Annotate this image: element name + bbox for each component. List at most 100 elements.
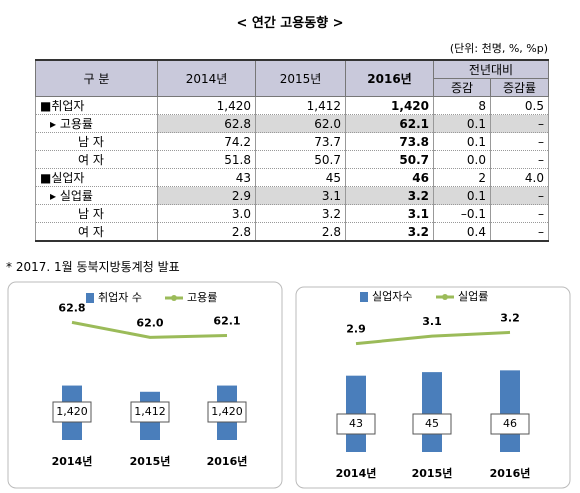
data-label: 62.1: [213, 314, 240, 327]
table-row: 남 자 74.2 73.7 73.8 0.1–: [35, 132, 550, 151]
bar: [500, 370, 520, 452]
table-cell: 3.2: [345, 222, 434, 242]
table-cell: 4.0: [489, 168, 550, 187]
table-cell: 50.7: [255, 150, 346, 169]
x-tick-label: 2015년: [412, 466, 453, 480]
table-cell: 1,412: [255, 96, 346, 115]
row-label: 남 자: [35, 204, 158, 223]
table-cell: 0.4: [433, 222, 491, 242]
data-label: 1,420: [56, 405, 88, 418]
table-row: ▸ 실업률 2.9 3.1 3.2 0.1–: [35, 186, 550, 205]
table-cell: 46: [345, 168, 434, 187]
legend-label: 실업자수: [372, 290, 412, 303]
table-cell: 3.1: [255, 186, 346, 205]
legend-swatch: [86, 293, 94, 303]
table-cell: 62.0: [255, 114, 346, 133]
line: [71, 320, 228, 339]
data-label: 1,412: [134, 405, 166, 418]
header-cell: 2015년: [255, 59, 346, 97]
x-tick-label: 2014년: [336, 466, 377, 480]
table-cell: 43: [157, 168, 256, 187]
table-cell: 74.2: [157, 132, 256, 151]
legend-swatch: [442, 294, 448, 300]
data-label-box: [207, 401, 247, 423]
row-label: ▸ 고용률: [35, 114, 158, 133]
data-label-box: [52, 401, 92, 423]
table-cell: –: [489, 186, 550, 205]
row-label: 여 자: [35, 150, 158, 169]
data-label-box: [412, 413, 452, 435]
table-cell: 1,420: [345, 96, 434, 115]
header-cell: 2016년: [345, 59, 434, 97]
data-label-box: [336, 413, 376, 435]
note: * 2017. 1월 동북지방통계청 발표: [6, 260, 180, 274]
table-row: 여 자 51.8 50.7 50.7 0.0–: [35, 150, 550, 169]
table-cell: 0.5: [489, 96, 550, 115]
table-cell: 51.8: [157, 150, 256, 169]
table-row: ■취업자 1,420 1,412 1,420 8 0.5: [35, 96, 550, 115]
table-cell: 73.8: [345, 132, 434, 151]
x-tick-label: 2016년: [490, 466, 531, 480]
table-cell: –: [489, 204, 550, 223]
table-row: ■실업자 43 45 46 2 4.0: [35, 168, 550, 187]
table-cell: 0.1: [433, 114, 491, 133]
data-label: 62.8: [58, 301, 85, 314]
table-row: ▸ 고용률 62.8 62.0 62.1 0.1–: [35, 114, 550, 133]
data-label: 2.9: [346, 323, 366, 336]
table-cell: 1,420: [157, 96, 256, 115]
legend-label: 취업자 수: [98, 291, 142, 304]
table-cell: –0.1: [433, 204, 491, 223]
x-tick-label: 2016년: [207, 454, 248, 468]
row-label: ■실업자: [35, 168, 158, 187]
data-label: 45: [425, 417, 439, 430]
row-label: 남 자: [35, 132, 158, 151]
header-row: 증감 증감률: [36, 78, 550, 97]
table-cell: –: [489, 222, 550, 242]
table-cell: 2.8: [157, 222, 256, 242]
table-cell: 2.9: [157, 186, 256, 205]
title: < 연간 고용동향 >: [236, 16, 344, 31]
table-cell: –: [489, 132, 550, 151]
row-label: ■취업자: [35, 96, 158, 115]
legend-swatch: [360, 292, 368, 302]
x-tick-label: 2014년: [52, 454, 93, 468]
unit: (단위: 천명, %, %p): [449, 42, 548, 55]
table-cell: 2.8: [255, 222, 346, 242]
table-cell: 62.8: [157, 114, 256, 133]
legend-label: 고용률: [187, 291, 217, 304]
table-cell: –: [489, 150, 550, 169]
data-label: 43: [349, 417, 363, 430]
table-cell: 45: [255, 168, 346, 187]
table-cell: 0.1: [433, 132, 491, 151]
legend-label: 실업률: [458, 290, 488, 303]
line: [355, 330, 511, 346]
data-label: 1,420: [211, 405, 243, 418]
header-cell: 2014년: [157, 59, 256, 97]
table-cell: –: [489, 114, 550, 133]
header-row: 구 분 2014년 2015년 2016년 전년대비: [35, 59, 550, 97]
table-cell: 3.2: [345, 186, 434, 205]
header-cell: 구 분: [35, 59, 158, 97]
table-cell: 3.1: [345, 204, 434, 223]
bar: [422, 372, 442, 452]
table-cell: 62.1: [345, 114, 434, 133]
table-cell: 0.0: [433, 150, 491, 169]
data-label-box: [130, 401, 170, 423]
data-label: 62.0: [136, 316, 163, 329]
table-row: 남 자 3.0 3.2 3.1 –0.1–: [35, 204, 550, 223]
legend-swatch: [171, 295, 177, 301]
row-label: 여 자: [35, 222, 158, 242]
table: 구 분 2014년 2015년 2016년 전년대비 증감 증감률 ■취업자 1,420 1,41…: [35, 59, 550, 242]
x-tick-label: 2015년: [130, 454, 171, 468]
table-cell: 73.7: [255, 132, 346, 151]
header-cell: 증감: [433, 78, 491, 97]
data-label: 46: [503, 417, 517, 430]
header-cell: 증감률: [489, 78, 550, 97]
data-label: 3.2: [500, 311, 520, 324]
header-cell: 전년대비: [432, 59, 550, 79]
data-label: 3.1: [422, 315, 442, 328]
data-label-box: [490, 413, 530, 435]
table-row: 여 자 2.8 2.8 3.2 0.4–: [35, 222, 550, 242]
